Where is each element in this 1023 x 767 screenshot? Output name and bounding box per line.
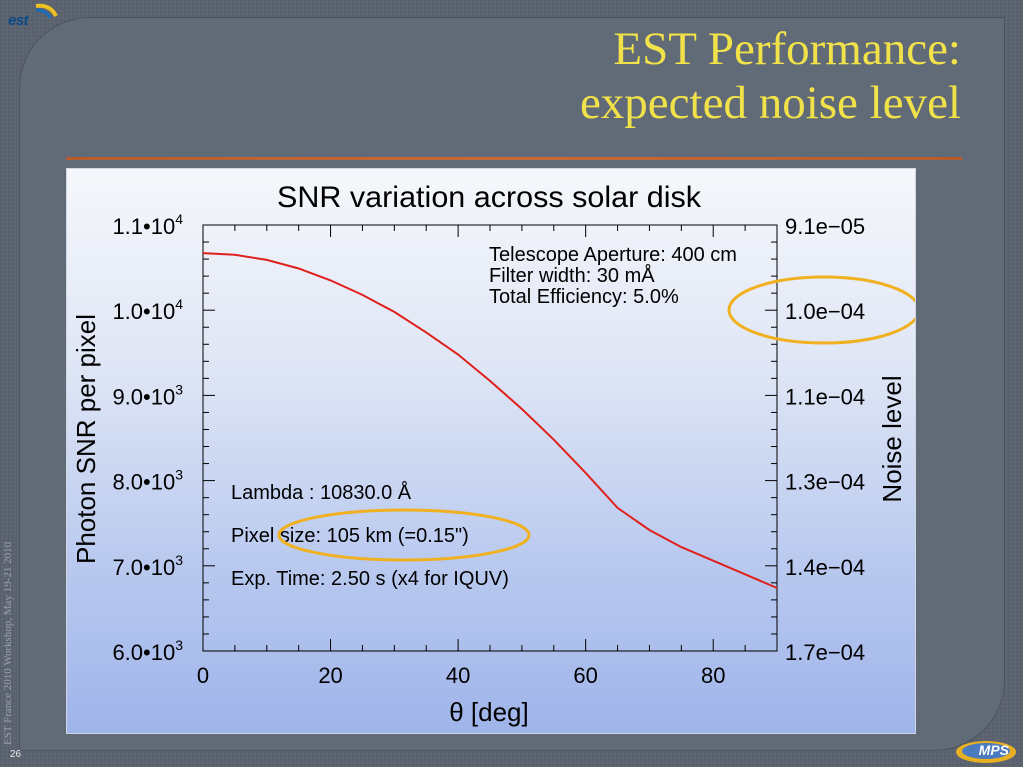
pixel-size-highlight	[277, 508, 531, 562]
telescope-annotation: Total Efficiency: 5.0%	[489, 286, 679, 308]
x-tick-label: 20	[318, 663, 342, 688]
y-tick-label: 1.0•104	[112, 296, 183, 324]
observation-annotation: Pixel size: 105 km (=0.15")	[231, 525, 469, 547]
x-tick-label: 80	[701, 663, 725, 688]
y-tick-label: 9.0•103	[112, 381, 183, 409]
title-divider	[66, 157, 962, 160]
x-tick-label: 60	[573, 663, 597, 688]
x-tick-label: 0	[197, 663, 209, 688]
mps-logo-text: MPS	[978, 742, 1009, 758]
telescope-annotation: Filter width: 30 mÅ	[489, 264, 655, 287]
axis-ticks	[202, 224, 778, 652]
y2-tick-labels: 1.7e−04 1.4e−04 1.3e−04 1.1e−04 1.0e−04 9.1e−…	[785, 214, 865, 665]
y-tick-label: 1.1•104	[112, 211, 183, 239]
chart-title: SNR variation across solar disk	[277, 181, 702, 214]
y-tick-label: 7.0•103	[112, 552, 183, 580]
y-tick-label: 6.0•103	[112, 637, 183, 665]
est-logo: est	[6, 2, 58, 32]
title-line-1: EST Performance:	[613, 23, 961, 75]
logo-text: est	[8, 12, 29, 29]
workshop-footer: EST France 2010 Workshop, May 19-21 2010	[2, 541, 14, 745]
x-tick-labels: 0 20 40 60 80	[197, 663, 726, 688]
snr-chart: SNR variation across solar disk 6.0•103 7…	[71, 181, 921, 727]
page-number: 26	[10, 749, 22, 760]
mps-logo	[956, 741, 1016, 763]
observation-annotation: Lambda : 10830.0 Å	[231, 481, 412, 504]
x-axis-label: θ [deg]	[449, 697, 529, 727]
y2-axis-label: Noise level	[877, 375, 907, 502]
observation-annotations: Lambda : 10830.0 Å Pixel size: 105 km (=0…	[231, 481, 509, 590]
x-tick-label: 40	[446, 663, 470, 688]
y2-tick-label: 1.1e−04	[785, 384, 865, 409]
y2-tick-label: 1.7e−04	[785, 640, 865, 665]
y-tick-label: 8.0•103	[112, 467, 183, 495]
observation-annotation: Exp. Time: 2.50 s (x4 for IQUV)	[231, 568, 509, 590]
title-line-2: expected noise level	[579, 77, 961, 129]
y-tick-labels: 6.0•103 7.0•103 8.0•103 9.0•103 1.0•104 1.1•1…	[112, 211, 183, 665]
chart-frame: SNR variation across solar disk 6.0•103 7…	[66, 168, 921, 734]
telescope-annotation: Telescope Aperture: 400 cm	[489, 244, 737, 266]
y-axis-label: Photon SNR per pixel	[71, 314, 101, 564]
y2-tick-label: 9.1e−05	[785, 214, 865, 239]
y2-tick-label: 1.3e−04	[785, 470, 865, 495]
page-title: EST Performance: expected noise level	[580, 22, 961, 130]
y2-tick-label: 1.0e−04	[785, 299, 865, 324]
y2-tick-label: 1.4e−04	[785, 555, 865, 580]
snr-curve	[202, 252, 778, 589]
